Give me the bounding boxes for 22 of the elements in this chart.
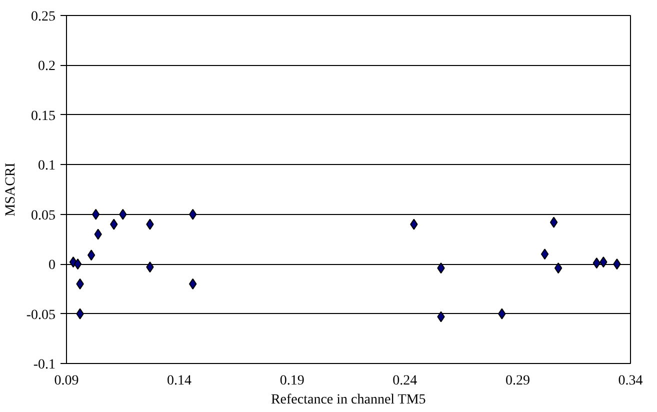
y-tick-label: 0: [48, 258, 56, 274]
point: [554, 262, 562, 274]
x-tick-label: 0.19: [280, 374, 304, 388]
point: [92, 208, 100, 220]
x-axis-title: Refectance in channel TM5: [270, 392, 426, 408]
point: [74, 258, 82, 270]
x-tick-label: 0.34: [618, 374, 643, 388]
point: [550, 216, 558, 228]
point: [540, 248, 549, 260]
y-tick-label: 0.25: [31, 10, 56, 24]
y-tick-label: 0.05: [31, 208, 56, 224]
point: [87, 250, 96, 261]
y-tick-label: -0.1: [33, 358, 56, 372]
x-tick-label: 0.24: [392, 374, 418, 388]
y-axis-title: MSACRI: [3, 162, 18, 216]
y-tick-label: -0.05: [26, 308, 56, 323]
y-tick-label: 0.1: [38, 158, 56, 174]
x-tick-label: 0.14: [167, 374, 192, 388]
y-tick-label: 0.15: [31, 108, 56, 124]
x-tick-label: 0.09: [54, 374, 79, 388]
y-tick-label: 0.2: [38, 59, 56, 74]
x-tick-label: 0.29: [505, 374, 530, 388]
